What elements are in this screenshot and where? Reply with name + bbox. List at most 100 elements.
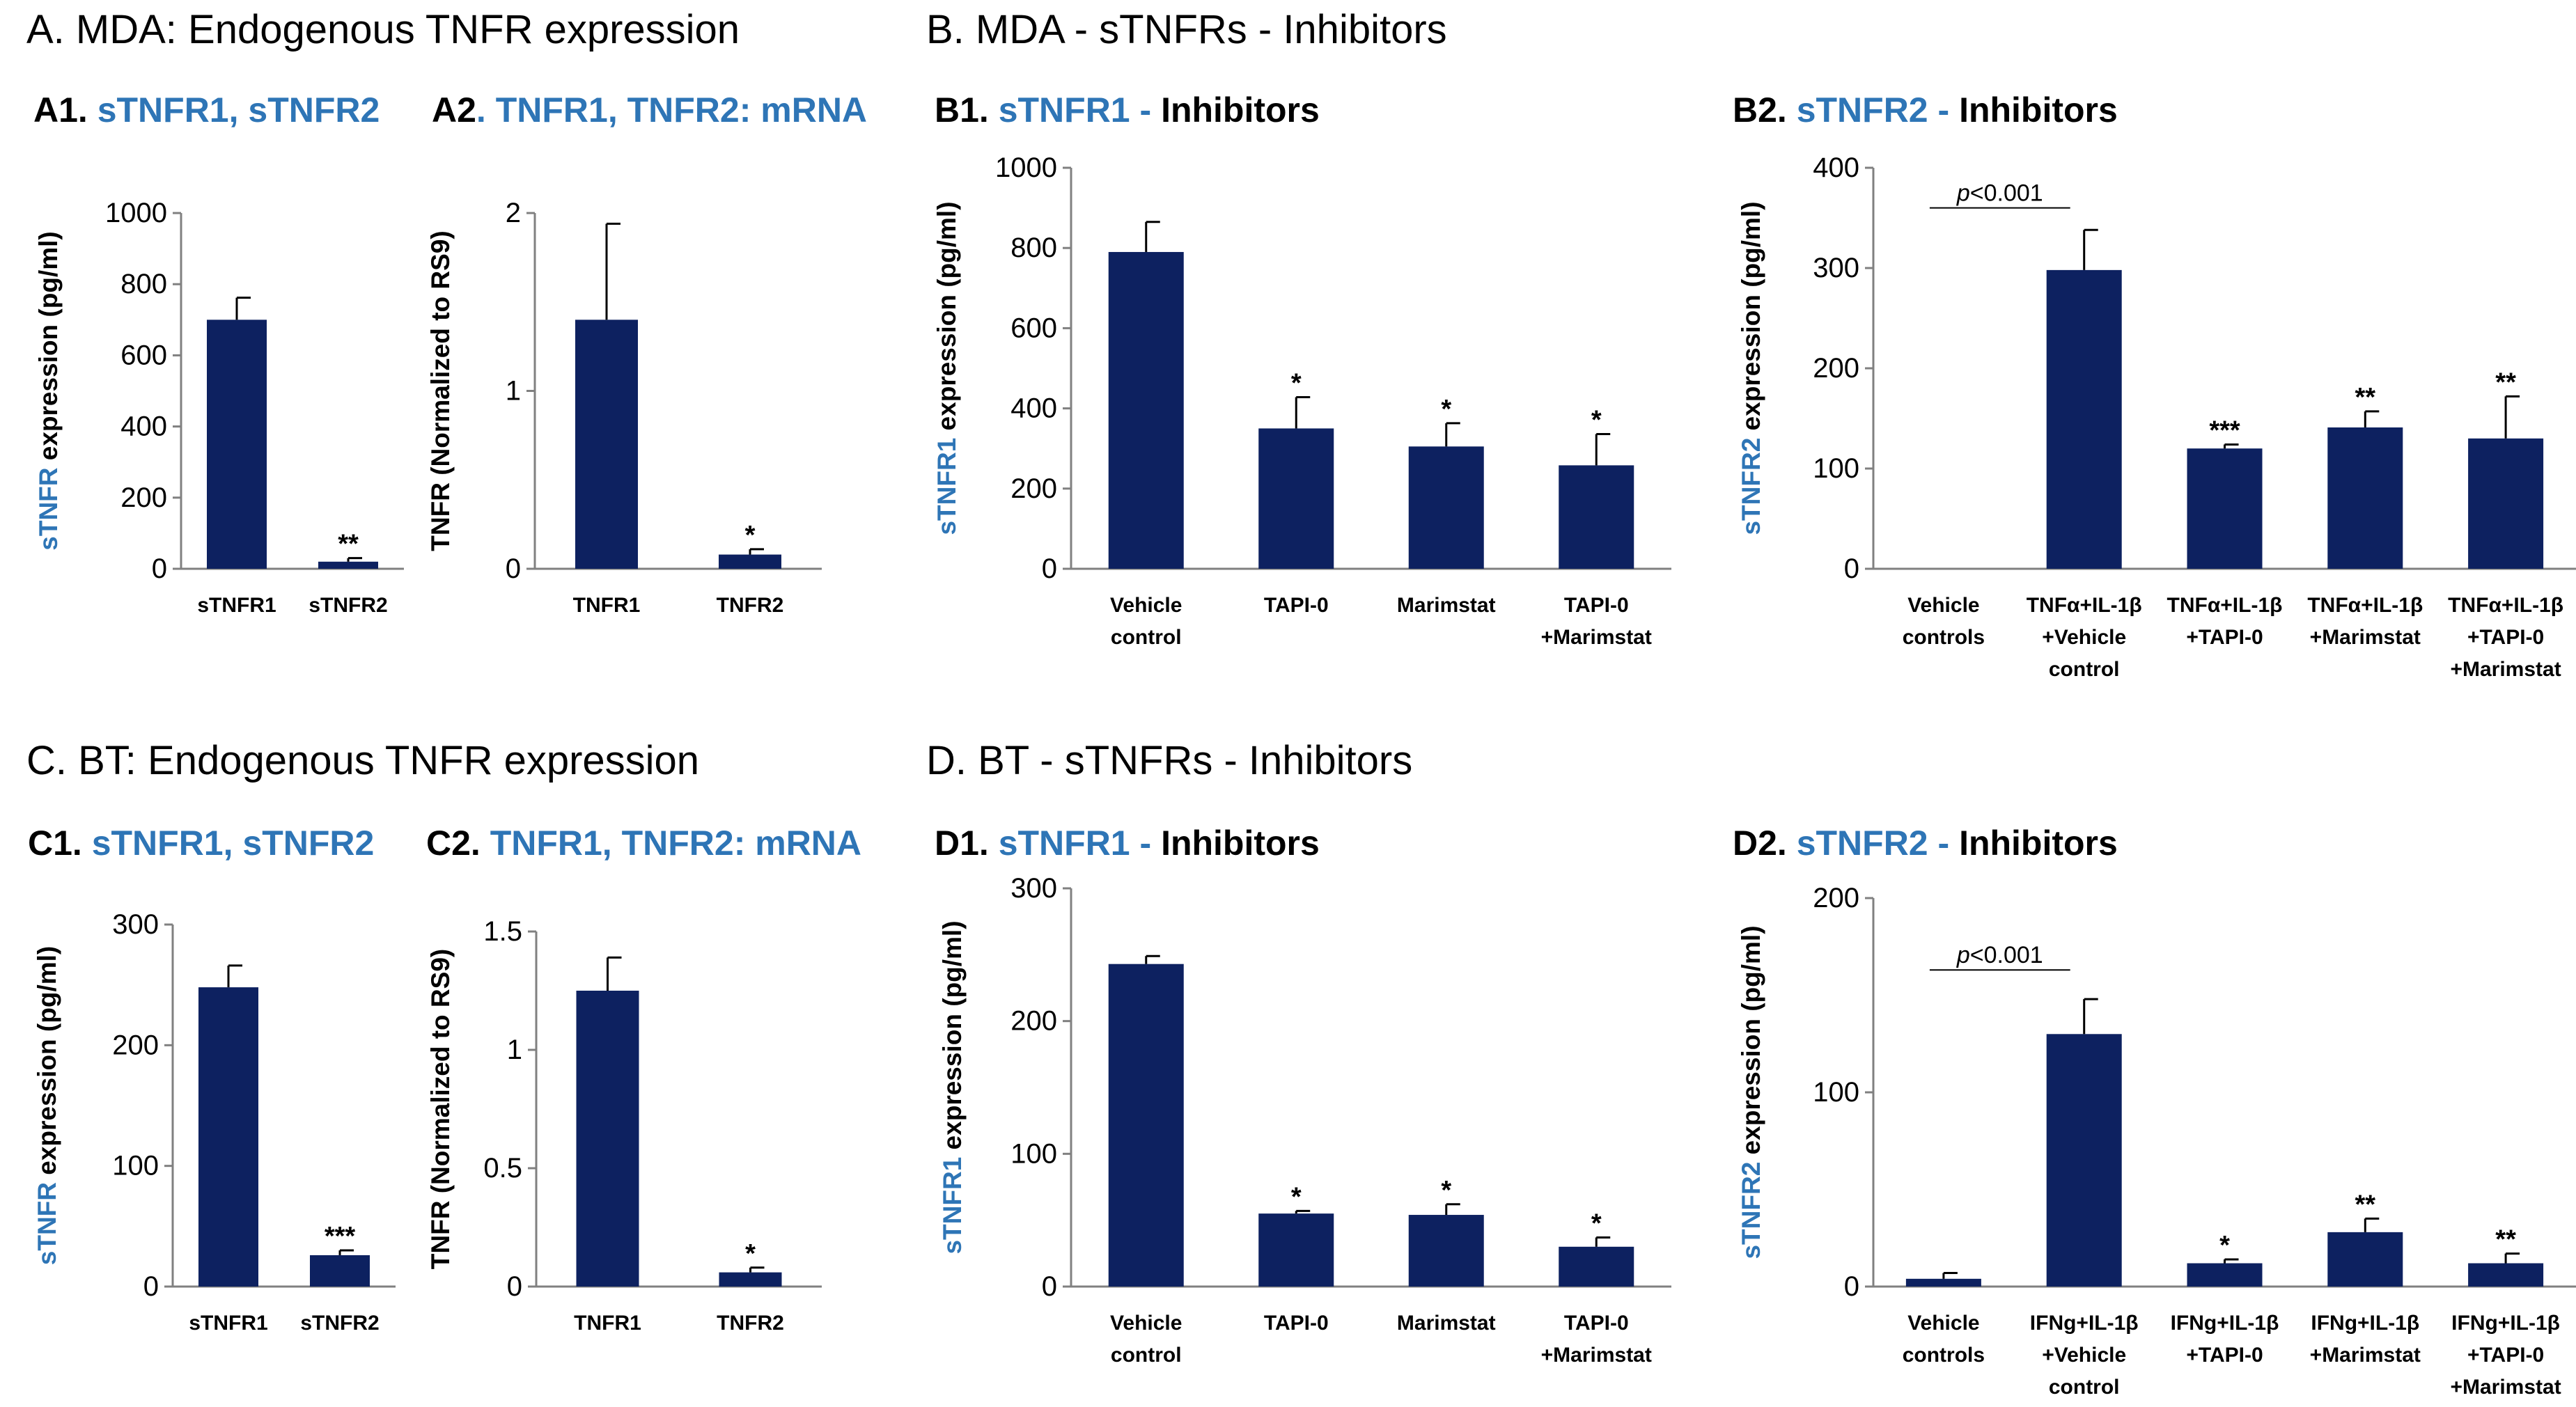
x-category-label: +Vehicle (2042, 626, 2126, 649)
y-axis-label-part: expression (pg/ml) (34, 231, 63, 467)
bar (2046, 269, 2122, 569)
chart-title-part: sTNFR1, sTNFR2 (92, 824, 375, 863)
significance-stars: ** (2355, 383, 2376, 412)
x-category-label: control (1111, 626, 1182, 649)
bar (719, 554, 781, 569)
x-category-label: +TAPI-0 (2186, 1344, 2263, 1367)
x-category-label: TAPI-0 (1264, 594, 1329, 617)
x-category-label: sTNFR1 (189, 1312, 267, 1335)
x-category-label: TAPI-0 (1264, 1312, 1329, 1335)
y-tick-label: 300 (1010, 873, 1057, 904)
chart-d1: D1. sTNFR1 - Inhibitors sTNFR1 expression… (935, 824, 1671, 1367)
chart-title-part: A1. (33, 91, 97, 129)
y-axis-label-part: expression (pg/ml) (1737, 201, 1765, 437)
chart-b2: B2. sTNFR2 - Inhibitors sTNFR2 expression… (1733, 91, 2576, 681)
x-category-label: TNFR1 (574, 1312, 641, 1335)
y-tick-label: 100 (1813, 453, 1859, 484)
p-value-text: <0.001 (1970, 942, 2043, 968)
significance-stars: * (1441, 1176, 1451, 1205)
chart-c1: C1. sTNFR1, sTNFR2 sTNFR expression (pg/m… (28, 824, 396, 1335)
y-tick-label: 200 (112, 1030, 159, 1060)
section-title-d: D. BT - sTNFRs - Inhibitors (926, 738, 1412, 783)
chart-title-part: sTNFR2 - (1797, 91, 1959, 129)
significance-stars: * (745, 1239, 756, 1268)
bar (1108, 964, 1184, 1287)
y-tick-label: 2 (506, 198, 521, 228)
y-axis-label: sTNFR expression (pg/ml) (33, 946, 61, 1265)
x-category-label: controls (1903, 1344, 1985, 1367)
chart-title: D2. sTNFR2 - Inhibitors (1733, 824, 2118, 863)
y-tick-label: 400 (1010, 393, 1057, 424)
chart-title-part: Inhibitors (1161, 824, 1320, 863)
chart-a2: A2. TNFR1, TNFR2: mRNA TNFR (Normalized t… (426, 91, 867, 617)
chart-b1: B1. sTNFR1 - Inhibitors sTNFR1 expression… (932, 91, 1671, 649)
y-tick-label: 300 (112, 909, 159, 940)
x-category-label: IFNg+IL-1β (2171, 1312, 2279, 1335)
bar (2327, 1232, 2403, 1287)
y-axis-label-part: sTNFR1 (938, 1157, 967, 1255)
y-tick-label: 200 (1813, 353, 1859, 384)
y-axis-label-part: expression (pg/ml) (932, 201, 961, 437)
p-value-symbol: p (1956, 180, 1970, 207)
chart-title: A2. TNFR1, TNFR2: mRNA (432, 91, 867, 129)
bar (310, 1255, 370, 1287)
bar (1258, 428, 1334, 569)
y-axis-label: sTNFR2 expression (pg/ml) (1737, 201, 1765, 535)
significance-stars: ** (338, 530, 359, 559)
chart-c2: C2. TNFR1, TNFR2: mRNA TNFR (Normalized t… (426, 824, 861, 1335)
y-axis-label-part: sTNFR2 (1737, 438, 1765, 535)
bar (2327, 427, 2403, 569)
bar (2468, 1263, 2544, 1287)
chart-title-part: Inhibitors (1161, 91, 1320, 129)
x-category-label: IFNg+IL-1β (2451, 1312, 2560, 1335)
y-tick-label: 0 (143, 1271, 159, 1302)
chart-title-part: sTNFR1 - (999, 824, 1161, 863)
bar (1905, 1278, 1981, 1287)
chart-title: D1. sTNFR1 - Inhibitors (935, 824, 1320, 863)
x-category-label: control (2049, 658, 2120, 681)
x-category-label: +Marimstat (2450, 1376, 2561, 1399)
chart-title-part: A2 (432, 91, 476, 129)
x-category-label: +Marimstat (1541, 1344, 1652, 1367)
x-category-label: control (2049, 1376, 2120, 1399)
y-axis-label-part: sTNFR1 (932, 438, 961, 535)
x-category-label: TNFR2 (717, 594, 784, 617)
y-axis-label: TNFR (Normalized to RS9) (426, 949, 455, 1269)
x-category-label: +Marimstat (1541, 626, 1652, 649)
x-category-label: sTNFR2 (300, 1312, 379, 1335)
section-title-c: C. BT: Endogenous TNFR expression (26, 738, 699, 783)
x-category-label: IFNg+IL-1β (2311, 1312, 2419, 1335)
y-tick-label: 100 (1010, 1138, 1057, 1169)
p-value-label: p<0.001 (1956, 942, 2043, 968)
significance-stars: *** (2209, 416, 2240, 445)
chart-title: C2. TNFR1, TNFR2: mRNA (426, 824, 861, 863)
section-title-b: B. MDA - sTNFRs - Inhibitors (926, 7, 1447, 52)
x-category-label: Vehicle (1907, 594, 1979, 617)
x-category-label: +TAPI-0 (2186, 626, 2263, 649)
y-tick-label: 400 (1813, 152, 1859, 183)
chart-title-part: sTNFR1 - (999, 91, 1161, 129)
y-axis-label-part: sTNFR2 (1737, 1162, 1765, 1259)
bar (1258, 1213, 1334, 1287)
significance-stars: * (1591, 1209, 1602, 1238)
y-tick-label: 200 (1010, 473, 1057, 504)
y-tick-label: 400 (120, 411, 167, 442)
chart-title: B2. sTNFR2 - Inhibitors (1733, 91, 2118, 129)
y-axis-label: TNFR (Normalized to RS9) (426, 230, 455, 551)
x-category-label: TNFα+IL-1β (2448, 594, 2563, 617)
y-tick-label: 1000 (105, 198, 167, 228)
y-tick-label: 100 (112, 1151, 159, 1181)
y-tick-label: 100 (1813, 1077, 1859, 1108)
y-tick-label: 200 (1813, 883, 1859, 913)
y-axis-label-part: TNFR (Normalized to RS9) (426, 949, 455, 1269)
y-tick-label: 0 (507, 1271, 522, 1302)
x-category-label: +Marimstat (2310, 1344, 2421, 1367)
chart-title-part: C2. (426, 824, 490, 863)
x-category-label: IFNg+IL-1β (2030, 1312, 2139, 1335)
y-tick-label: 1 (507, 1035, 522, 1065)
significance-stars: * (1441, 395, 1451, 424)
section-title-a: A. MDA: Endogenous TNFR expression (26, 7, 740, 52)
x-category-label: TNFα+IL-1β (2167, 594, 2283, 617)
y-axis-label-part: expression (pg/ml) (938, 920, 967, 1156)
